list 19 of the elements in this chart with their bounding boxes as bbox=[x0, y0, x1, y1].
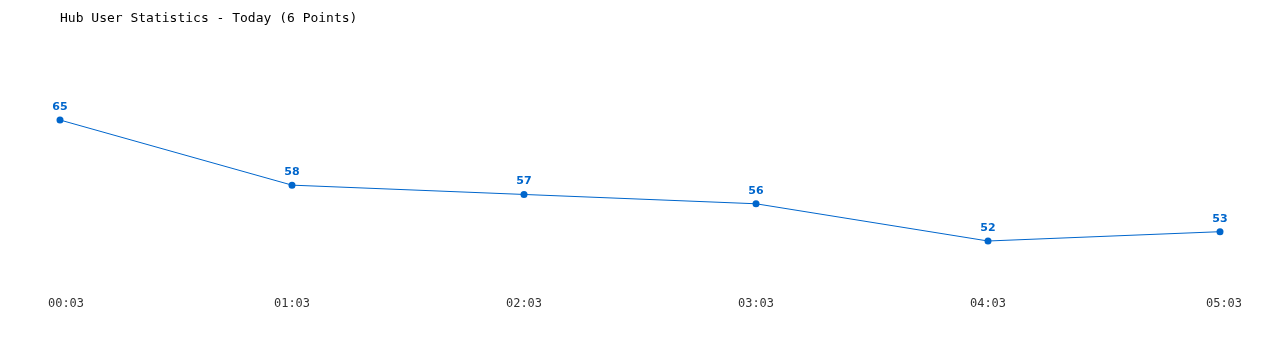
data-label: 57 bbox=[516, 174, 532, 188]
data-label: 56 bbox=[748, 183, 764, 197]
x-tick-label: 05:03 bbox=[1205, 296, 1243, 310]
data-label: 58 bbox=[284, 165, 300, 179]
data-label: 52 bbox=[980, 221, 996, 234]
data-label: 53 bbox=[1212, 211, 1228, 225]
point bbox=[984, 237, 992, 245]
chart-title: Hub User Statistics - Today (6 Points) bbox=[60, 10, 358, 25]
point bbox=[56, 116, 64, 124]
x-tick-label: 02:03 bbox=[505, 296, 543, 310]
x-tick-label: 00:03 bbox=[47, 296, 85, 310]
point bbox=[1216, 228, 1224, 236]
point bbox=[288, 181, 296, 189]
x-tick-label: 01:03 bbox=[273, 296, 311, 310]
x-tick-label: 04:03 bbox=[969, 296, 1007, 310]
point bbox=[520, 190, 528, 198]
point bbox=[752, 200, 760, 208]
data-label: 65 bbox=[52, 100, 68, 113]
x-tick-label: 03:03 bbox=[737, 296, 775, 310]
